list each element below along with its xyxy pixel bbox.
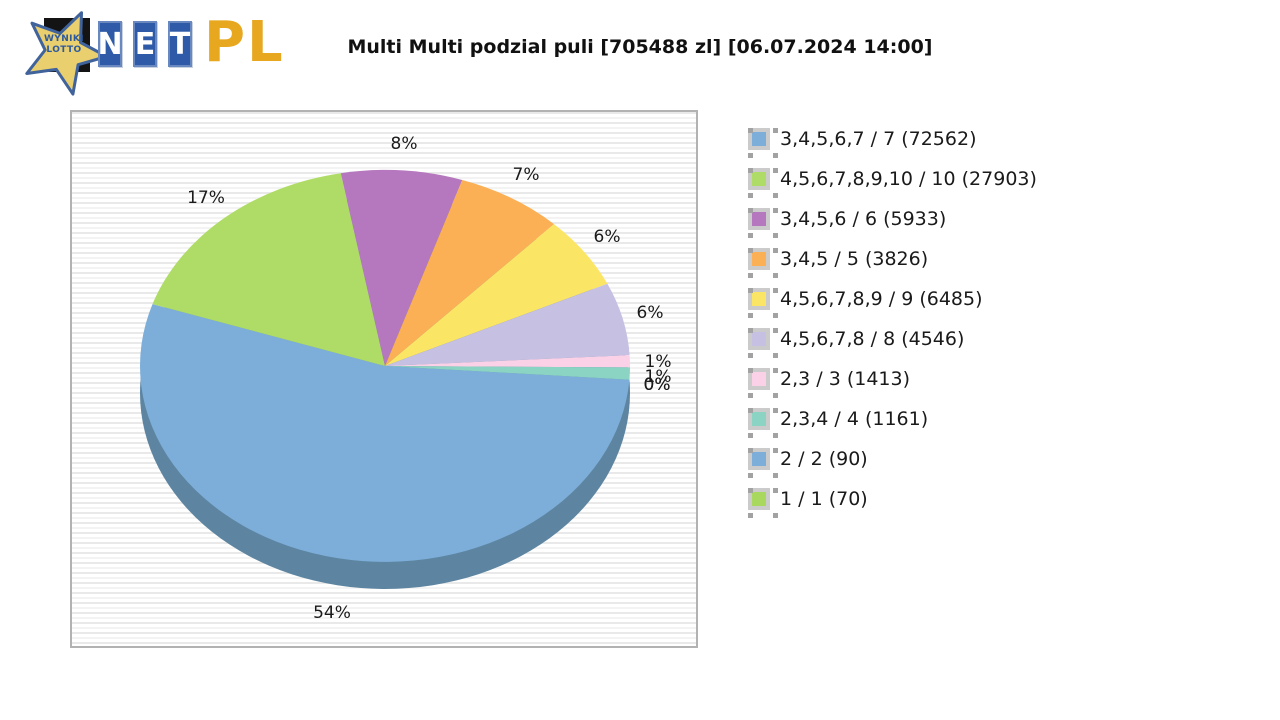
- logo-star-line2: LOTTO: [46, 45, 82, 55]
- legend-swatch: [748, 408, 770, 430]
- legend-label: 3,4,5 / 5 (3826): [780, 248, 929, 270]
- legend-item-4: 4,5,6,7,8,9 / 9 (6485): [748, 284, 1037, 314]
- legend-item-2: 3,4,5,6 / 6 (5933): [748, 204, 1037, 234]
- legend-label: 1 / 1 (70): [780, 488, 868, 510]
- legend-item-6: 2,3 / 3 (1413): [748, 364, 1037, 394]
- legend-swatch: [748, 128, 770, 150]
- pie-percent-label-5: 6%: [637, 303, 664, 323]
- logo-letter-t: T: [168, 21, 192, 67]
- pie-chart: 54%17%8%7%6%6%1%1%0%0%: [140, 134, 672, 623]
- logo: WYNIKI LOTTO N E T PL: [18, 6, 318, 96]
- pie-slice-1: [152, 173, 385, 366]
- pie-slice-0: [140, 304, 630, 562]
- logo-star-line1: WYNIKI: [43, 34, 85, 44]
- legend-label: 4,5,6,7,8 / 8 (4546): [780, 328, 965, 350]
- pie-percent-label-0: 54%: [313, 603, 351, 623]
- pie-percent-label-2: 8%: [391, 134, 418, 154]
- pie-percent-label-3: 7%: [513, 165, 540, 185]
- legend-label: 3,4,5,6,7 / 7 (72562): [780, 128, 977, 150]
- legend-item-7: 2,3,4 / 4 (1161): [748, 404, 1037, 434]
- logo-net: N E T: [97, 21, 192, 67]
- legend-swatch: [748, 448, 770, 470]
- legend-swatch: [748, 248, 770, 270]
- chart-panel: 54% 17% 8% 7% 6% 6% 1% 1% 0% 0%: [70, 110, 698, 648]
- logo-letter-e: E: [133, 21, 157, 67]
- pie-percent-label-8: 0%: [644, 375, 671, 395]
- legend-item-3: 3,4,5 / 5 (3826): [748, 244, 1037, 274]
- legend-swatch: [748, 168, 770, 190]
- pie-slice-3: [385, 180, 554, 366]
- legend-item-1: 4,5,6,7,8,9,10 / 10 (27903): [748, 164, 1037, 194]
- logo-letter-n: N: [97, 21, 123, 67]
- legend-item-8: 2 / 2 (90): [748, 444, 1037, 474]
- legend: 3,4,5,6,7 / 7 (72562) 4,5,6,7,8,9,10 / 10…: [748, 124, 1037, 524]
- legend-label: 3,4,5,6 / 6 (5933): [780, 208, 947, 230]
- pie-slice-6: [385, 355, 631, 368]
- legend-item-0: 3,4,5,6,7 / 7 (72562): [748, 124, 1037, 154]
- legend-swatch: [748, 488, 770, 510]
- chart-title: Multi Multi podzial puli [705488 zl] [06…: [347, 36, 933, 58]
- pie-percent-label-1: 17%: [187, 188, 225, 208]
- pie-slice-7: [385, 366, 630, 380]
- legend-label: 4,5,6,7,8,9,10 / 10 (27903): [780, 168, 1037, 190]
- pie-slice-4: [385, 224, 608, 366]
- legend-label: 2 / 2 (90): [780, 448, 868, 470]
- pie-slice-2: [340, 169, 463, 366]
- pie-slice-5: [385, 283, 630, 366]
- logo-pl: PL: [204, 10, 285, 75]
- legend-label: 2,3 / 3 (1413): [780, 368, 911, 390]
- legend-swatch: [748, 208, 770, 230]
- logo-star-text: WYNIKI LOTTO: [32, 34, 96, 56]
- legend-swatch: [748, 328, 770, 350]
- lotto-star-icon: [25, 11, 109, 96]
- pie-percent-label-7: 1%: [645, 367, 672, 387]
- legend-label: 2,3,4 / 4 (1161): [780, 408, 929, 430]
- pie-percent-label-6: 1%: [645, 352, 672, 372]
- legend-swatch: [748, 288, 770, 310]
- legend-swatch: [748, 368, 770, 390]
- legend-label: 4,5,6,7,8,9 / 9 (6485): [780, 288, 983, 310]
- pie-percent-label-9: 0%: [644, 375, 671, 395]
- pie-percent-label-4: 6%: [594, 227, 621, 247]
- legend-item-5: 4,5,6,7,8 / 8 (4546): [748, 324, 1037, 354]
- legend-item-9: 1 / 1 (70): [748, 484, 1037, 514]
